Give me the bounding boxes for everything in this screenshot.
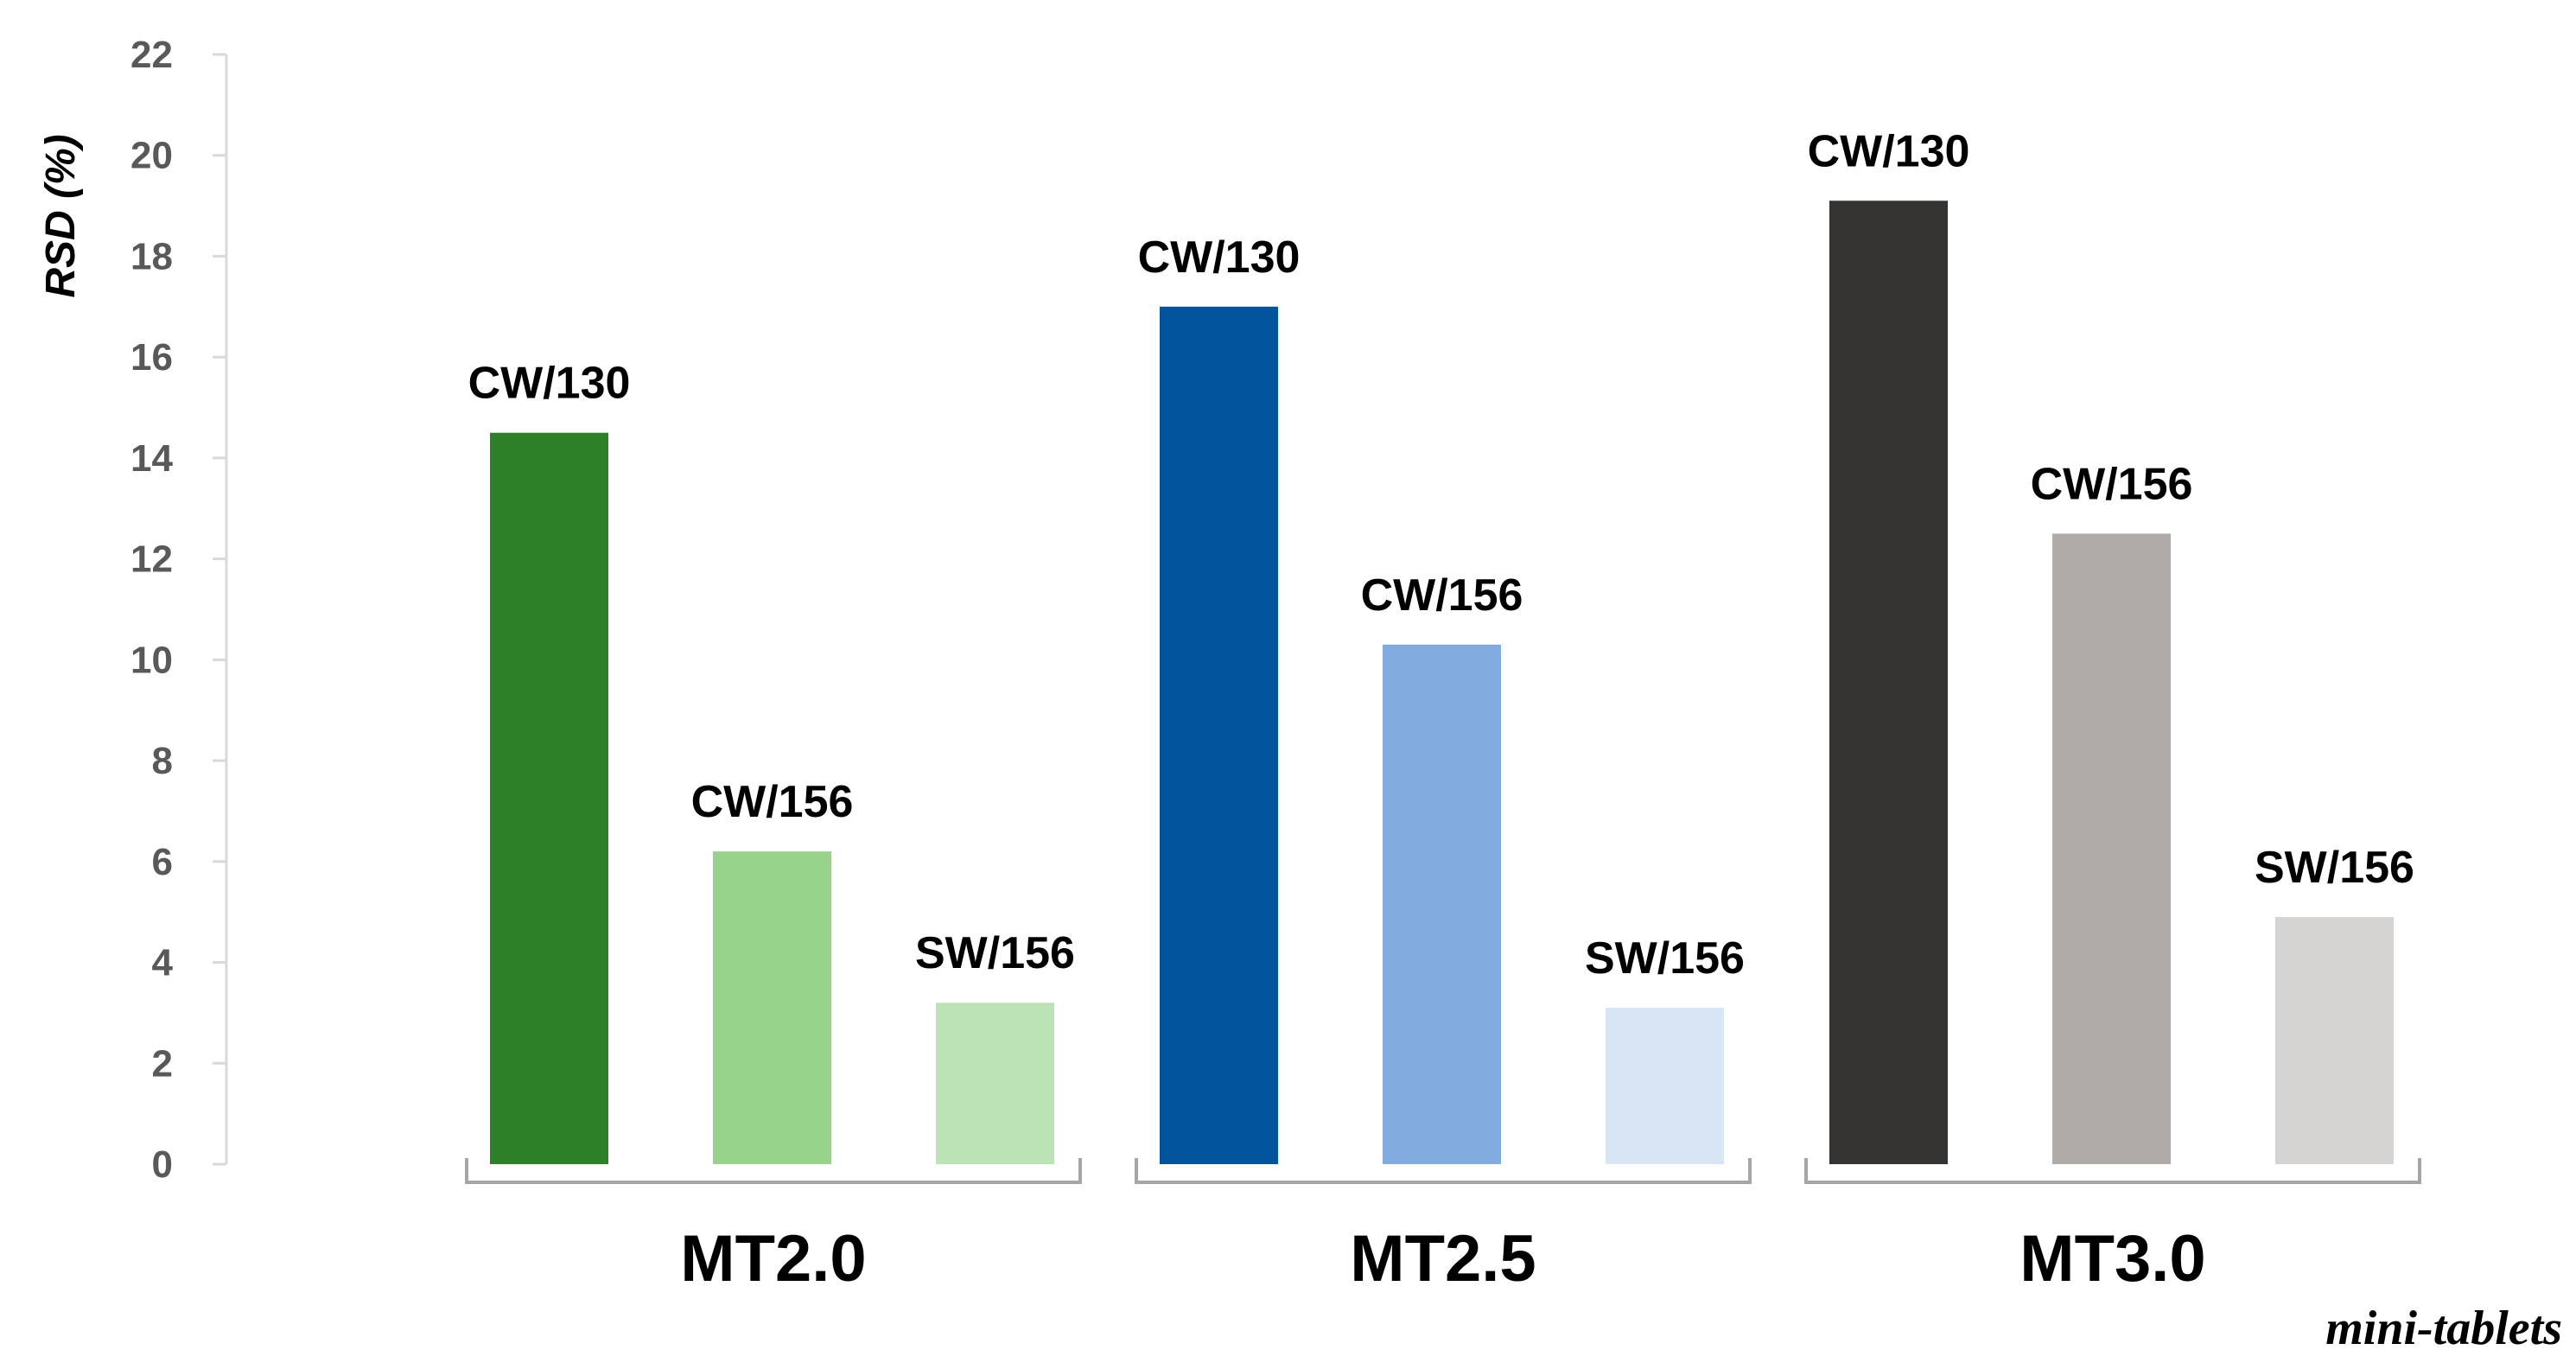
bar [2052,533,2171,1164]
bar [936,1003,1054,1164]
bar-data-label: CW/130 [468,359,631,409]
category-label: MT2.5 [1350,1222,1536,1296]
bar [1829,201,1948,1165]
y-tick-label: 20 [130,135,173,177]
y-tick-label: 8 [152,740,173,782]
bar [1383,644,1501,1164]
y-tick-label: 0 [152,1143,173,1186]
bar-data-label: SW/156 [2255,843,2414,893]
data-labels: CW/130 CW/156 SW/156 CW/130 CW/156 SW/156 CW/1… [468,126,2414,984]
bar-data-label: CW/130 [1138,232,1301,283]
y-tick-label: 6 [152,841,173,883]
bar-data-label: CW/156 [2031,459,2193,509]
group-bracket [1804,1158,2421,1184]
group-bracket [465,1158,1082,1184]
bar-data-label: SW/156 [1585,933,1745,984]
bar-data-label: CW/130 [1808,126,1970,176]
bars [490,201,2394,1165]
bar-data-label: CW/156 [691,777,854,827]
group-bracket [1135,1158,1752,1184]
x-axis-title: mini-tablets [2325,1302,2562,1355]
y-tick-label: 16 [130,336,173,379]
y-axis: 0 2 4 6 8 10 12 14 16 18 20 22 [130,34,228,1186]
y-tick-label: 10 [130,639,173,681]
bar [1160,306,1278,1164]
category-label: MT2.0 [680,1222,866,1296]
category-label: MT3.0 [2019,1222,2205,1296]
bar-data-label: SW/156 [915,928,1075,978]
y-tick-label: 4 [152,942,174,984]
y-tick-label: 2 [152,1042,173,1085]
y-axis-title: RSD (%) [38,134,84,297]
bar-data-label: CW/156 [1361,570,1523,621]
y-tick-label: 12 [130,538,173,581]
y-tick-label: 18 [130,235,173,277]
bar [1606,1008,1724,1164]
bar [2275,917,2394,1164]
y-tick-label: 22 [130,34,173,76]
bar [490,432,608,1164]
category-groups: MT2.0 MT2.5 MT3.0 [465,1158,2421,1296]
bar [713,851,831,1164]
y-tick-label: 14 [130,437,173,480]
